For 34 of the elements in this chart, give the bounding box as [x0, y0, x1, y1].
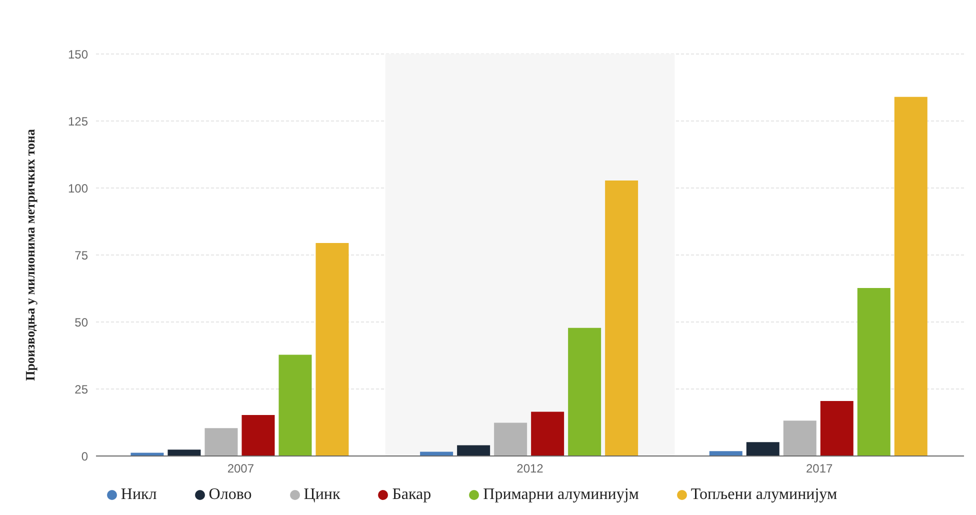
x-tick-label: 2007 [227, 462, 254, 476]
y-axis-title: Производња у милионима метричких тона [22, 128, 38, 381]
legend-label: Топљени алуминијум [690, 486, 838, 503]
x-tick-label: 2017 [806, 462, 834, 476]
legend-label: Бакар [392, 486, 432, 503]
bar [316, 242, 349, 456]
bar [420, 452, 454, 456]
bar [457, 445, 490, 456]
bar [820, 401, 854, 456]
bar [746, 442, 780, 456]
bar [242, 414, 275, 456]
bar [709, 451, 742, 456]
bar [204, 428, 238, 456]
bar [168, 450, 201, 456]
bar [857, 288, 890, 456]
y-tick-label: 0 [81, 449, 88, 464]
bar [494, 422, 528, 456]
legend-label: Цинк [304, 486, 340, 503]
bar [894, 96, 928, 456]
y-tick-label: 100 [68, 181, 88, 196]
y-tick-label: 125 [68, 114, 88, 128]
bar [783, 420, 816, 456]
legend-label: Примарни алуминиујм [483, 486, 639, 503]
bar [605, 180, 638, 456]
x-tick-label: 2012 [516, 462, 544, 476]
bar [278, 354, 312, 456]
y-tick-label: 50 [74, 315, 88, 330]
legend-label: Никл [120, 486, 157, 503]
bar [568, 328, 602, 456]
y-tick-label: 150 [68, 47, 88, 62]
y-tick-label: 25 [74, 382, 88, 396]
y-tick-label: 75 [74, 248, 88, 262]
bar [531, 412, 564, 456]
legend-label: Олово [208, 486, 252, 503]
